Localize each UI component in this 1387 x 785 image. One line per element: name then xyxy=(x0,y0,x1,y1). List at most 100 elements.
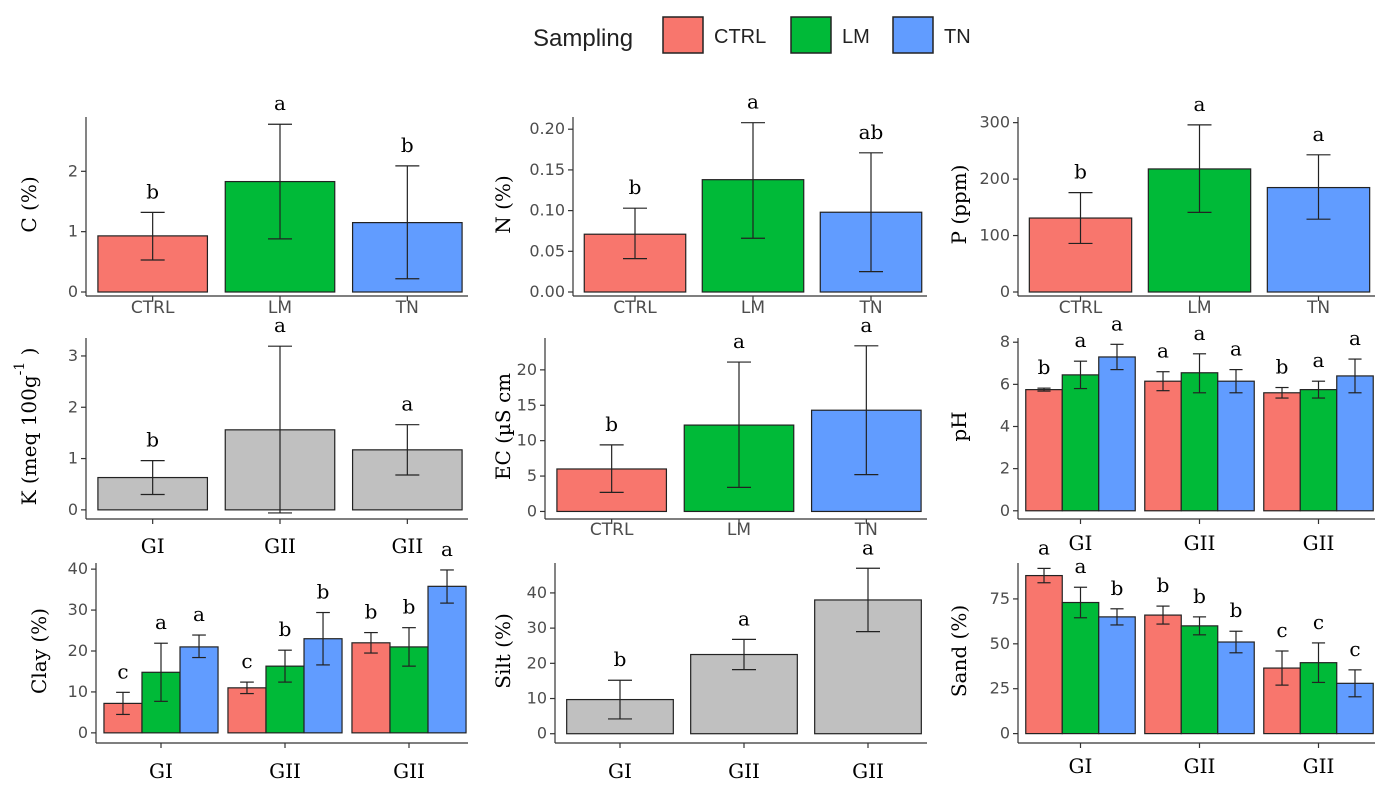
y-tick-label: 0 xyxy=(78,723,88,742)
significance-letter-2-ctrl: b xyxy=(1157,573,1170,597)
y-tick-label: 2 xyxy=(68,397,78,416)
x-tick-label: GI xyxy=(608,759,632,783)
bar-3-ctrl xyxy=(1263,392,1301,512)
panel-1: 0 1 2 C (%) b CTRL a LM b TN xyxy=(17,91,468,318)
legend-title: Sampling xyxy=(533,25,633,52)
y-tick-label: 1 xyxy=(68,222,78,241)
y-tick-label: 0 xyxy=(537,724,547,743)
significance-letter-3-ctrl: b xyxy=(365,600,378,624)
significance-letter-2-lm: a xyxy=(1194,321,1206,345)
significance-letter-2-tn: a xyxy=(1230,337,1242,361)
legend-label-tn: TN xyxy=(944,26,971,48)
y-tick-label: 40 xyxy=(68,559,88,578)
y-axis-label: Clay (%) xyxy=(27,608,51,694)
y-tick-label: 75 xyxy=(990,589,1010,608)
panel-8: 0 10 20 30 40 Silt (%) b GI a GII a GII xyxy=(491,535,927,783)
significance-letter-1: b xyxy=(629,175,642,199)
y-tick-label: 5 xyxy=(527,466,537,485)
x-tick-label: GII xyxy=(852,759,884,783)
y-tick-label: 6 xyxy=(1000,374,1010,393)
significance-letter-3-tn: a xyxy=(1349,326,1361,350)
y-axis-label: Silt (%) xyxy=(491,613,515,689)
y-axis-label: K (meq 100g-1 ) xyxy=(12,348,41,506)
x-tick-label: GII xyxy=(728,759,760,783)
significance-letter-1: b xyxy=(605,412,618,436)
significance-letter-3-ctrl: b xyxy=(1276,355,1289,379)
significance-letter-2-lm: b xyxy=(1193,584,1206,608)
significance-letter-3-ctrl: c xyxy=(1276,618,1287,642)
bar-1-tn xyxy=(179,646,219,734)
significance-letter-2-ctrl: a xyxy=(1157,339,1169,363)
y-tick-label: 10 xyxy=(517,431,537,450)
panel-4: 0 1 2 3 K (meq 100g-1 ) b GI a GII a GII xyxy=(12,313,468,558)
significance-letter-2: a xyxy=(747,90,759,114)
bar-2-tn xyxy=(1217,380,1255,512)
y-tick-label: 20 xyxy=(517,360,537,379)
y-tick-label: 20 xyxy=(527,653,547,672)
significance-letter-3: a xyxy=(860,313,872,337)
x-tick-label: GII xyxy=(391,534,423,558)
y-tick-label: 4 xyxy=(1000,417,1010,436)
bar-1-tn xyxy=(1098,356,1136,512)
significance-letter-2-tn: b xyxy=(317,580,330,604)
x-tick-label: GII xyxy=(264,534,296,558)
y-axis-label: C (%) xyxy=(17,176,41,232)
significance-letter-1-lm: a xyxy=(1075,554,1087,578)
significance-letter-3: a xyxy=(1313,122,1325,146)
y-tick-label: 100 xyxy=(979,226,1010,245)
legend: Sampling CTRL LM TN xyxy=(533,16,971,54)
significance-letter-2: a xyxy=(274,91,286,115)
y-tick-label: 0 xyxy=(1000,501,1010,520)
bar-3-ctrl xyxy=(351,642,391,734)
significance-letter-3: a xyxy=(401,392,413,416)
y-tick-label: 3 xyxy=(68,346,78,365)
significance-letter-2-lm: b xyxy=(279,617,292,641)
significance-letter-3-lm: b xyxy=(403,595,416,619)
bar-1-lm xyxy=(1061,374,1100,512)
y-tick-label: 0 xyxy=(68,282,78,301)
y-tick-label: 40 xyxy=(527,583,547,602)
significance-letter-1-ctrl: a xyxy=(1038,535,1050,559)
significance-letter-2: a xyxy=(733,329,745,353)
x-tick-label: GII xyxy=(1184,754,1216,778)
y-tick-label: 200 xyxy=(979,169,1010,188)
bar-1-lm xyxy=(1061,601,1100,735)
x-tick-label: CTRL xyxy=(613,298,657,318)
significance-letter-2-ctrl: c xyxy=(241,649,252,673)
y-tick-label: 50 xyxy=(990,634,1010,653)
significance-letter-3-lm: c xyxy=(1313,610,1324,634)
significance-letter-3: ab xyxy=(859,120,884,144)
significance-letter-2-tn: b xyxy=(1230,598,1243,622)
panel-3: 0 100 200 300 P (ppm) b CTRL a LM a TN xyxy=(947,92,1375,318)
bar-3-tn xyxy=(1336,375,1374,512)
significance-letter-1-tn: b xyxy=(1111,576,1124,600)
y-axis-label: N (%) xyxy=(491,175,515,233)
y-tick-label: 25 xyxy=(990,679,1010,698)
bar-1-ctrl xyxy=(1025,574,1063,735)
bar-2-ctrl xyxy=(227,687,267,734)
legend-label-lm: LM xyxy=(842,26,870,48)
y-tick-label: 300 xyxy=(979,113,1010,132)
significance-letter-1: b xyxy=(146,179,159,203)
significance-letter-3-lm: a xyxy=(1313,348,1325,372)
x-tick-label: TN xyxy=(854,520,878,540)
x-tick-label: GII xyxy=(269,759,301,783)
bar-3-tn xyxy=(427,585,467,734)
x-tick-label: CTRL xyxy=(590,520,634,540)
y-tick-label: 8 xyxy=(1000,332,1010,351)
significance-letter-1: b xyxy=(146,428,159,452)
x-tick-label: LM xyxy=(268,298,292,318)
bar-2-tn xyxy=(1217,641,1255,735)
x-tick-label: TN xyxy=(1306,298,1330,318)
legend-label-ctrl: CTRL xyxy=(714,26,766,48)
legend-swatch-ctrl xyxy=(662,16,704,54)
significance-letter-1-tn: a xyxy=(193,602,205,626)
y-tick-label: 0 xyxy=(68,500,78,519)
y-tick-label: 2 xyxy=(1000,459,1010,478)
panel-2: 0.00 0.05 0.10 0.15 0.20 N (%) b CTRL a LM ab TN xyxy=(491,90,927,318)
y-tick-label: 0 xyxy=(1000,724,1010,743)
y-tick-label: 30 xyxy=(527,618,547,637)
bar-2-lm xyxy=(1180,372,1219,512)
